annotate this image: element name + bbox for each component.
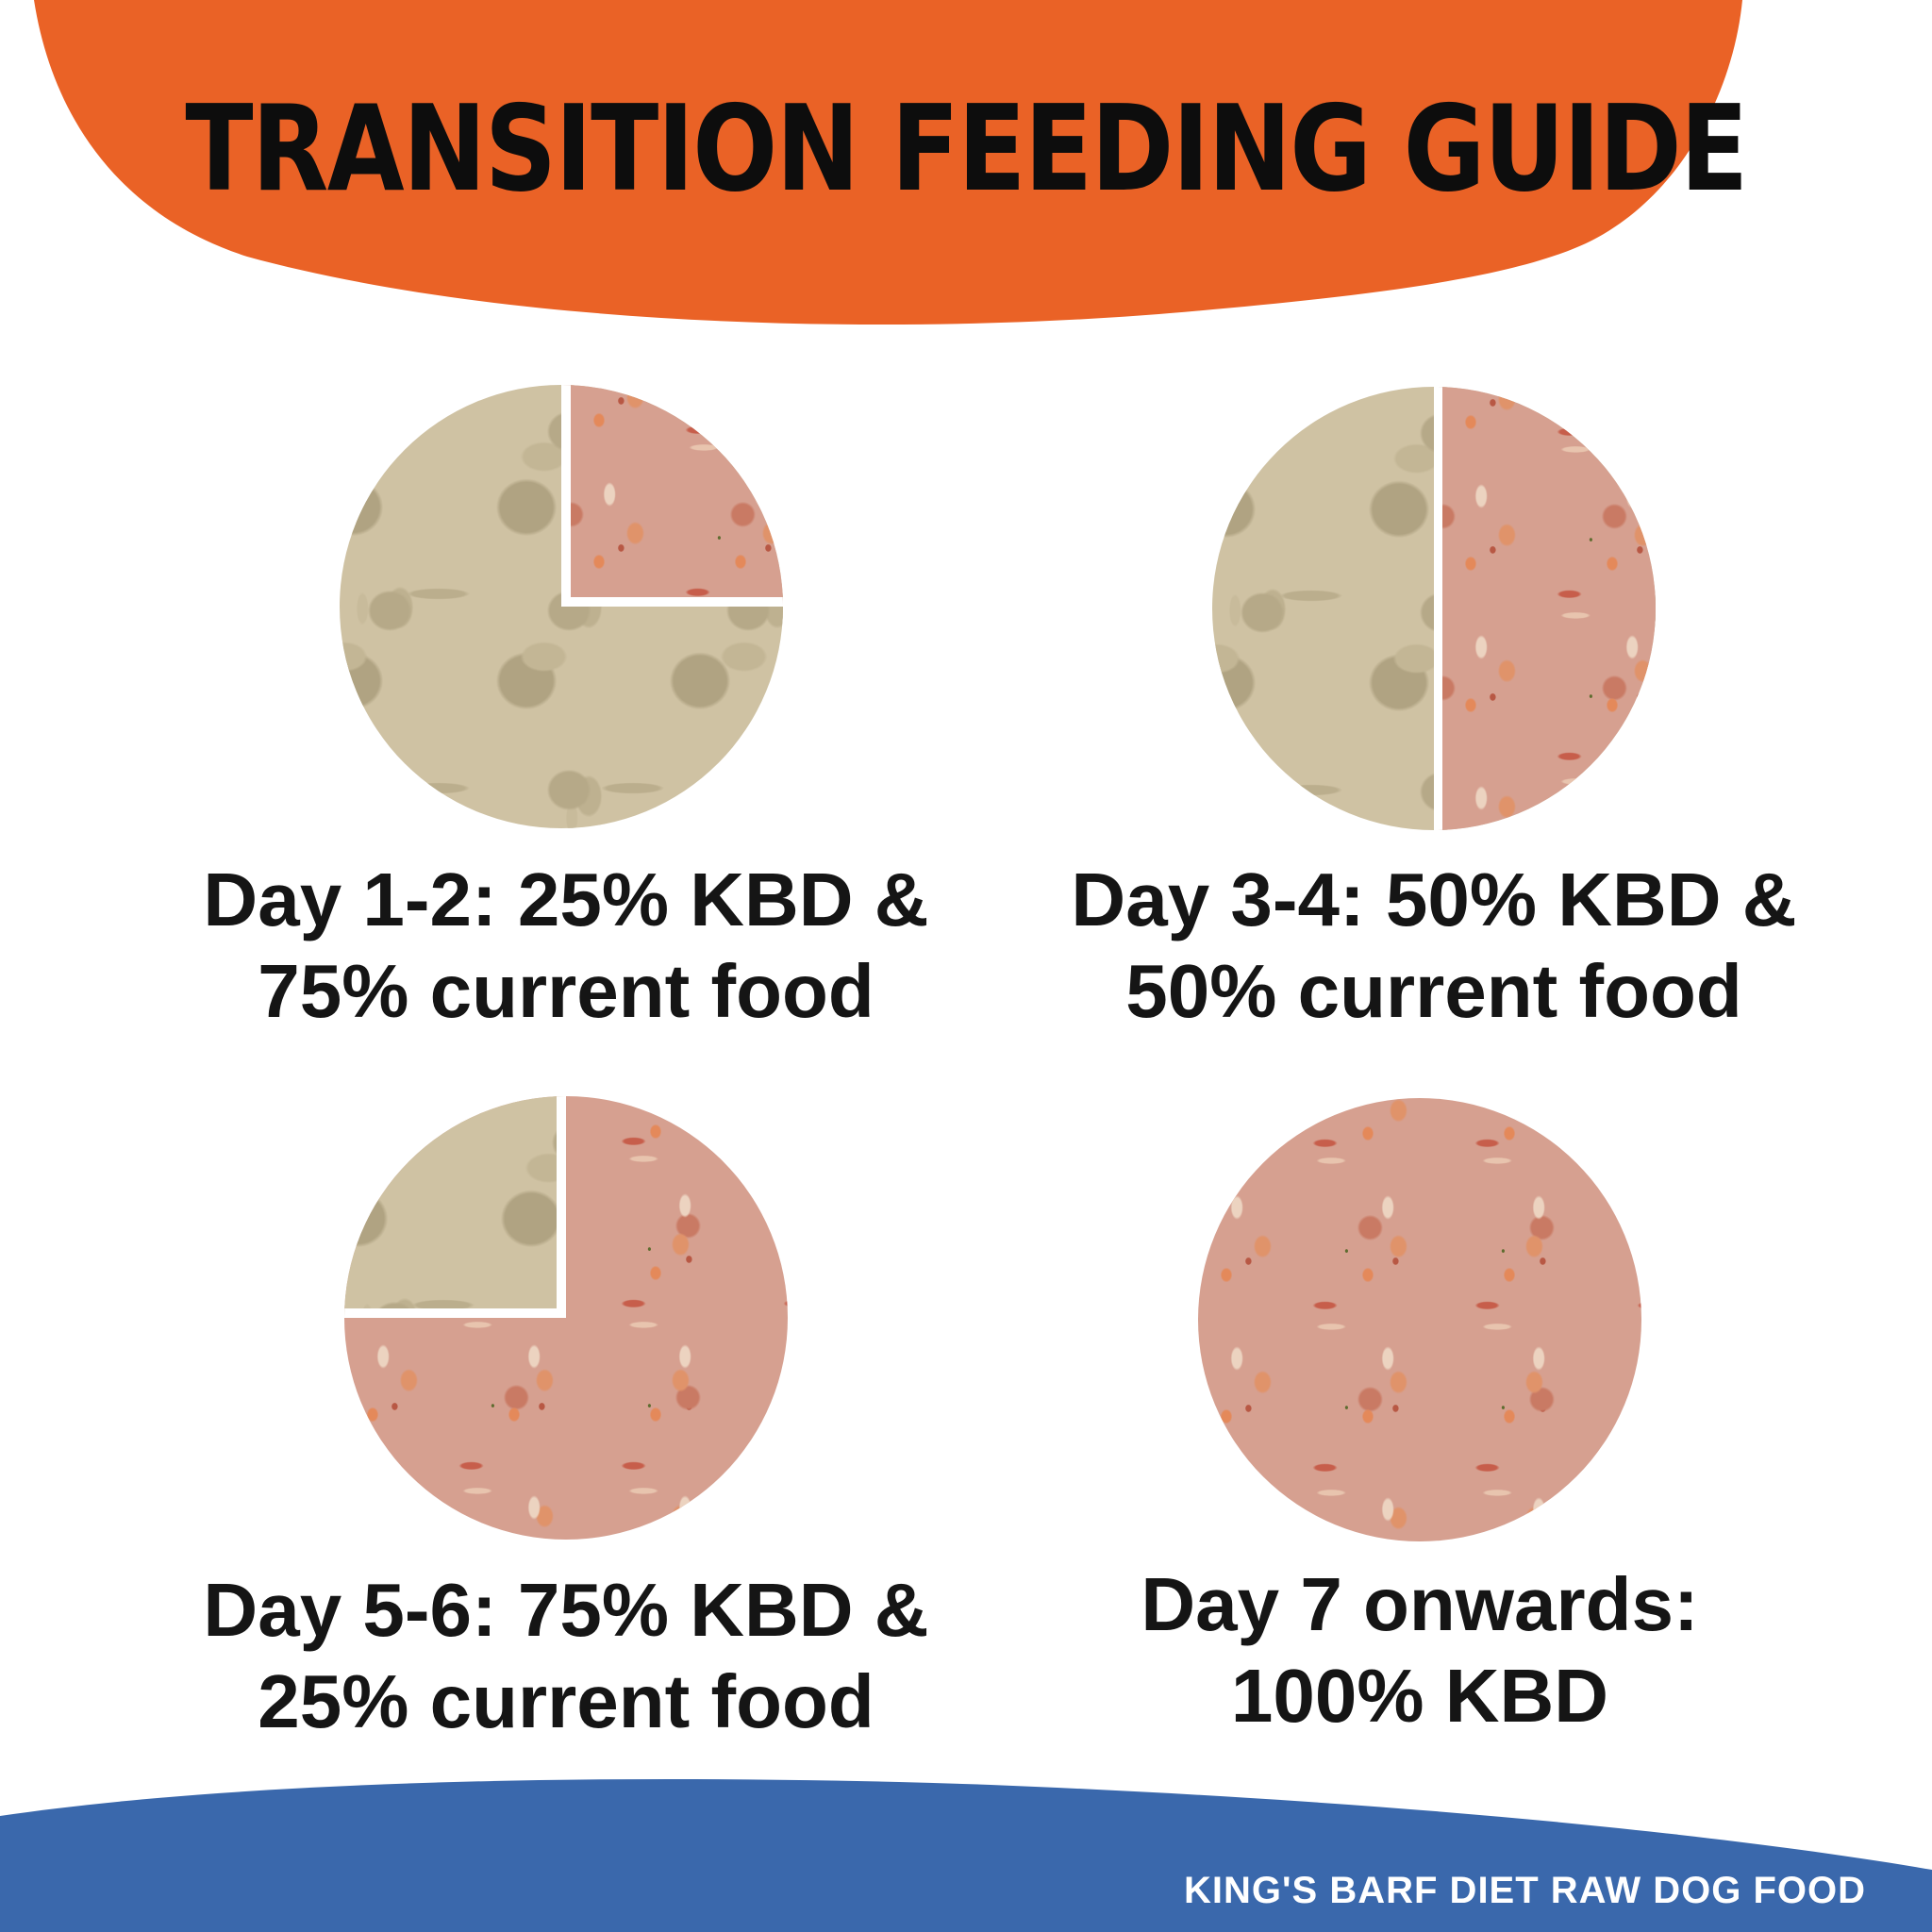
caption-line-2: 50% current food [1125, 949, 1742, 1033]
raw-segment [1434, 387, 1656, 830]
page-title: TRANSITION FEEDING GUIDE [185, 79, 1748, 218]
pie-day-3-4 [1212, 387, 1656, 830]
step-caption-day-5-6: Day 5-6: 75% KBD & 25% current food [113, 1564, 1019, 1747]
caption-line-1: Day 5-6: 75% KBD & [203, 1568, 929, 1652]
kibble-segment [344, 1096, 566, 1318]
brand-text: KING'S BARF DIET RAW DOG FOOD [1184, 1870, 1866, 1911]
pie-day-7 [1198, 1098, 1641, 1541]
raw-segment [561, 385, 783, 607]
caption-line-2: 25% current food [258, 1659, 874, 1743]
caption-line-1: Day 7 onwards: [1141, 1562, 1699, 1646]
header-blob [34, 0, 1742, 325]
step-caption-day-3-4: Day 3-4: 50% KBD & 50% current food [981, 854, 1887, 1037]
pie-day-1-2 [340, 385, 783, 828]
step-caption-day-7: Day 7 onwards: 100% KBD [967, 1558, 1873, 1741]
step-caption-day-1-2: Day 1-2: 25% KBD & 75% current food [113, 854, 1019, 1037]
footer-blob [0, 1778, 1932, 1932]
footer-blob-shape [0, 1778, 1932, 1932]
header-blob-shape [34, 0, 1742, 325]
caption-line-1: Day 3-4: 50% KBD & [1071, 858, 1797, 941]
caption-line-1: Day 1-2: 25% KBD & [203, 858, 929, 941]
caption-line-2: 75% current food [258, 949, 874, 1033]
pie-day-5-6 [344, 1096, 788, 1540]
kibble-segment [340, 385, 783, 828]
raw-segment [1198, 1098, 1641, 1541]
caption-line-2: 100% KBD [1230, 1654, 1609, 1738]
